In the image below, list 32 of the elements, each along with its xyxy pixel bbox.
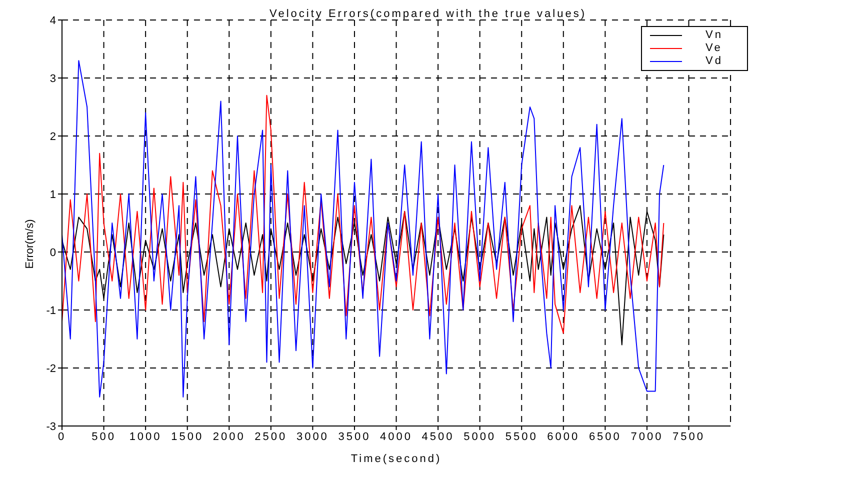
legend-label: Vn xyxy=(706,29,723,42)
x-tick-label: 6000 xyxy=(547,430,580,443)
y-tick-label: 1 xyxy=(50,188,56,201)
y-tick-label: 3 xyxy=(50,72,56,85)
x-tick-label: 2500 xyxy=(254,430,288,443)
x-tick-label: 500 xyxy=(92,430,116,443)
x-tick-label: 6500 xyxy=(588,430,622,443)
x-tick-label: 7000 xyxy=(630,430,664,443)
x-tick-label: 0 xyxy=(58,430,66,443)
y-tick-label: -3 xyxy=(46,420,56,433)
y-tick-label: 4 xyxy=(50,14,56,27)
x-axis-title: Time(second) xyxy=(350,453,442,465)
x-tick-label: 5000 xyxy=(464,430,496,443)
y-tick-label: -2 xyxy=(46,362,56,375)
x-tick-label: 2000 xyxy=(212,430,246,443)
x-tick-label: 1000 xyxy=(129,430,162,443)
x-tick-label: 3000 xyxy=(296,430,329,443)
x-tick-label: 1500 xyxy=(171,430,204,443)
x-tick-label: 7500 xyxy=(672,430,705,443)
x-tick-label: 5500 xyxy=(505,430,538,443)
legend-label: Ve xyxy=(706,42,722,55)
legend-label: Vd xyxy=(706,55,723,68)
x-tick-label: 4500 xyxy=(422,430,454,443)
y-tick-label: 2 xyxy=(50,130,56,143)
x-tick-label: 4000 xyxy=(380,430,413,443)
y-axis-title: Error(m/s) xyxy=(24,218,36,271)
chart-title: Velocity Errors(compared with the true values) xyxy=(270,8,586,20)
y-tick-label: -1 xyxy=(46,304,56,317)
line-series xyxy=(62,60,664,398)
y-tick-label: 0 xyxy=(50,246,56,259)
x-tick-label: 3500 xyxy=(338,430,371,443)
line-series xyxy=(62,94,664,334)
